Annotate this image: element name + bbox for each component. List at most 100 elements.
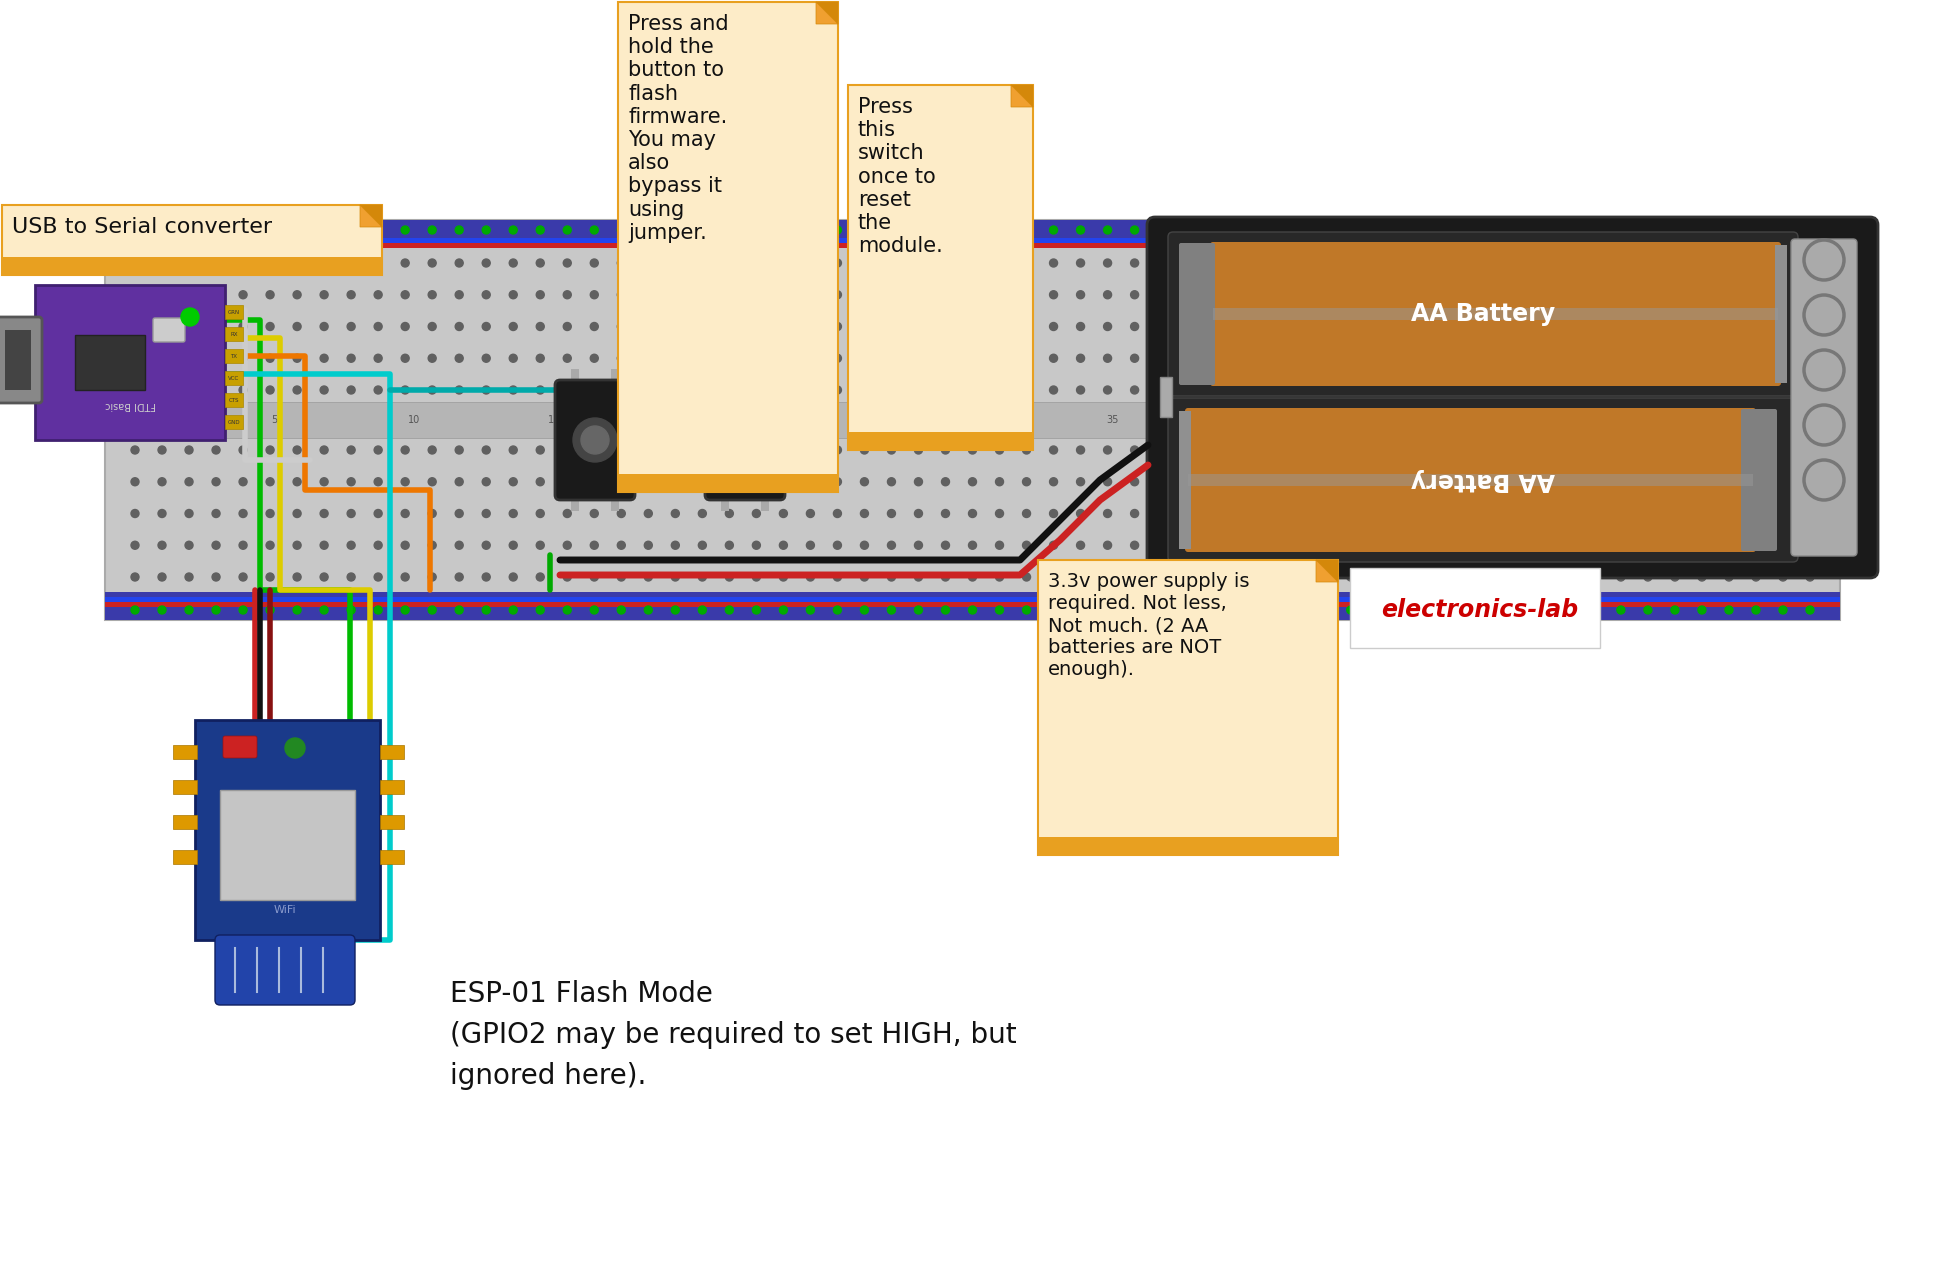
Circle shape: [428, 226, 435, 234]
FancyBboxPatch shape: [1351, 567, 1600, 648]
Circle shape: [1618, 291, 1625, 299]
Circle shape: [731, 426, 759, 454]
Circle shape: [753, 510, 760, 518]
Circle shape: [1778, 226, 1788, 234]
Circle shape: [861, 291, 869, 299]
Circle shape: [373, 291, 381, 299]
FancyBboxPatch shape: [172, 780, 197, 794]
Circle shape: [1293, 226, 1300, 234]
Circle shape: [1265, 322, 1273, 331]
Circle shape: [1591, 542, 1598, 550]
Circle shape: [267, 354, 275, 362]
Circle shape: [455, 542, 462, 550]
Circle shape: [1645, 226, 1652, 234]
Circle shape: [240, 510, 248, 518]
Circle shape: [1076, 446, 1084, 454]
FancyBboxPatch shape: [224, 305, 244, 320]
FancyBboxPatch shape: [617, 474, 838, 492]
Circle shape: [1293, 322, 1300, 331]
Circle shape: [1509, 354, 1517, 362]
Circle shape: [1509, 291, 1517, 299]
Circle shape: [536, 226, 544, 234]
Circle shape: [319, 226, 329, 234]
Circle shape: [807, 606, 815, 613]
Circle shape: [753, 322, 760, 331]
Circle shape: [1265, 226, 1273, 234]
Circle shape: [780, 386, 788, 394]
Circle shape: [1482, 226, 1490, 234]
Circle shape: [267, 226, 275, 234]
Circle shape: [455, 510, 462, 518]
Circle shape: [915, 606, 923, 613]
Circle shape: [186, 386, 194, 394]
FancyBboxPatch shape: [104, 220, 1840, 620]
Circle shape: [1509, 226, 1517, 234]
Circle shape: [726, 386, 733, 394]
Circle shape: [617, 386, 625, 394]
Circle shape: [1672, 606, 1680, 613]
Circle shape: [1076, 291, 1084, 299]
Circle shape: [1103, 322, 1111, 331]
Circle shape: [1455, 446, 1463, 454]
Circle shape: [319, 386, 329, 394]
FancyBboxPatch shape: [2, 257, 381, 275]
Circle shape: [1347, 354, 1354, 362]
Circle shape: [563, 510, 571, 518]
Circle shape: [915, 386, 923, 394]
Circle shape: [617, 573, 625, 581]
Circle shape: [1591, 446, 1598, 454]
Circle shape: [1022, 542, 1031, 550]
Circle shape: [1591, 386, 1598, 394]
Circle shape: [780, 478, 788, 486]
Circle shape: [319, 291, 329, 299]
Circle shape: [1293, 542, 1300, 550]
FancyBboxPatch shape: [1178, 412, 1192, 550]
FancyBboxPatch shape: [224, 371, 244, 385]
Circle shape: [1563, 322, 1571, 331]
Circle shape: [213, 322, 221, 331]
Circle shape: [861, 354, 869, 362]
Circle shape: [969, 542, 977, 550]
Circle shape: [590, 259, 598, 267]
Circle shape: [1428, 573, 1436, 581]
Circle shape: [726, 510, 733, 518]
FancyBboxPatch shape: [571, 369, 579, 385]
Circle shape: [428, 259, 435, 267]
Circle shape: [1130, 510, 1138, 518]
Circle shape: [1184, 573, 1192, 581]
Circle shape: [1751, 259, 1761, 267]
FancyBboxPatch shape: [1742, 409, 1776, 551]
Circle shape: [482, 542, 490, 550]
Circle shape: [1672, 226, 1680, 234]
Circle shape: [1645, 573, 1652, 581]
Circle shape: [969, 606, 977, 613]
Circle shape: [213, 354, 221, 362]
Circle shape: [509, 542, 517, 550]
Circle shape: [240, 606, 248, 613]
Circle shape: [1697, 354, 1707, 362]
Circle shape: [319, 322, 329, 331]
FancyBboxPatch shape: [221, 790, 354, 900]
Circle shape: [1022, 354, 1031, 362]
Circle shape: [726, 478, 733, 486]
Circle shape: [1724, 259, 1734, 267]
Circle shape: [1482, 291, 1490, 299]
Circle shape: [563, 606, 571, 613]
Circle shape: [346, 354, 356, 362]
Circle shape: [724, 418, 766, 463]
Circle shape: [1238, 542, 1246, 550]
Circle shape: [401, 226, 408, 234]
Circle shape: [1751, 510, 1761, 518]
Circle shape: [1591, 259, 1598, 267]
Circle shape: [132, 478, 139, 486]
Circle shape: [834, 510, 842, 518]
Circle shape: [563, 478, 571, 486]
Circle shape: [1238, 291, 1246, 299]
Circle shape: [1401, 573, 1409, 581]
FancyBboxPatch shape: [104, 592, 1840, 620]
Circle shape: [942, 386, 950, 394]
Circle shape: [1509, 573, 1517, 581]
Circle shape: [292, 291, 302, 299]
Circle shape: [969, 478, 977, 486]
Circle shape: [1401, 386, 1409, 394]
